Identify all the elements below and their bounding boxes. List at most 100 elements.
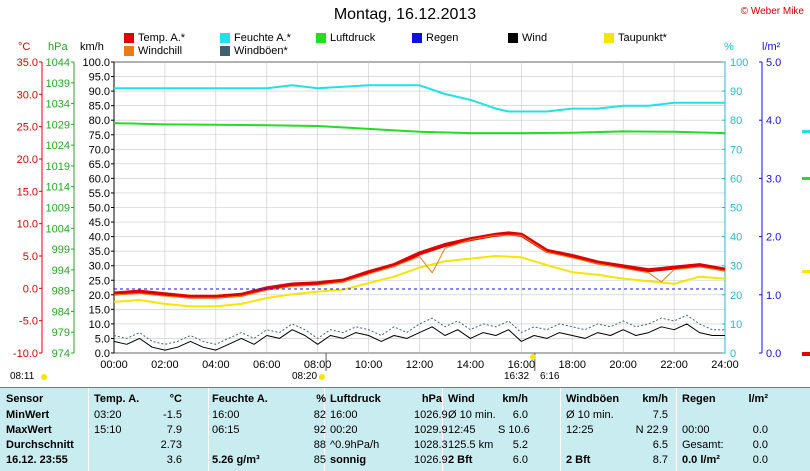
series-line bbox=[113, 323, 725, 351]
table-cell: Ø 10 min. bbox=[448, 409, 496, 421]
table-cell: 00:20 bbox=[330, 424, 358, 436]
humidity-tick-label: 0 bbox=[730, 348, 736, 360]
table-cell: Feuchte A. bbox=[212, 393, 268, 405]
sunset-label: 16:32 bbox=[504, 371, 530, 382]
humidity-tick-label: 80 bbox=[730, 115, 742, 127]
pressure-tick-label: 994 bbox=[52, 265, 70, 277]
pressure-tick-label: 1034 bbox=[46, 99, 70, 111]
pressure-tick-label: 974 bbox=[52, 348, 70, 360]
table-cell: 15:10 bbox=[94, 424, 122, 436]
table-cell: 88 bbox=[313, 439, 326, 451]
temp-tick-label: 5.0 bbox=[23, 251, 38, 263]
unit-humidity: % bbox=[724, 41, 734, 53]
table-cell: 06:15 bbox=[212, 424, 240, 436]
series-line bbox=[113, 314, 725, 345]
unit-temp: °C bbox=[18, 41, 31, 53]
legend-swatch bbox=[412, 33, 422, 43]
x-tick-label: 00:00 bbox=[100, 359, 128, 371]
table-cell: l/m² bbox=[748, 393, 768, 405]
unit-wind: km/h bbox=[80, 41, 104, 53]
x-tick-label: 20:00 bbox=[609, 359, 637, 371]
rain-tick-label: 4.0 bbox=[766, 115, 781, 127]
humidity-tick-label: 20 bbox=[730, 290, 742, 302]
temp-tick-label: 15.0 bbox=[17, 186, 38, 198]
table-cell: 5.2 bbox=[512, 439, 528, 451]
sun-icon bbox=[319, 374, 325, 380]
legend-item: Luftdruck bbox=[316, 32, 375, 44]
noon-label: 08:20 bbox=[292, 371, 318, 382]
table-cell: 7.5 bbox=[652, 409, 668, 421]
table-cell: 5.26 g/m³ bbox=[212, 454, 260, 466]
temp-tick-label: 30.0 bbox=[17, 89, 38, 101]
table-cell: 2 Bft bbox=[566, 454, 591, 466]
table-cell: 1026.9 bbox=[414, 454, 448, 466]
table-separator bbox=[560, 388, 561, 471]
humidity-tick-label: 10 bbox=[730, 319, 742, 331]
legend-swatch bbox=[124, 46, 134, 56]
pressure-tick-label: 1014 bbox=[46, 182, 70, 194]
table-separator bbox=[676, 388, 677, 471]
table-cell: Durchschnitt bbox=[6, 439, 74, 451]
table-separator bbox=[442, 388, 443, 471]
temp-tick-label: 0.0 bbox=[23, 283, 38, 295]
x-tick-label: 24:00 bbox=[711, 359, 739, 371]
pressure-tick-label: 1024 bbox=[46, 140, 70, 152]
unit-rain: l/m² bbox=[762, 41, 781, 53]
wind-tick-label: 75.0 bbox=[89, 130, 110, 142]
wind-tick-label: 10.0 bbox=[89, 319, 110, 331]
humidity-tick-label: 90 bbox=[730, 86, 742, 98]
temp-tick-label: -5.0 bbox=[19, 316, 38, 328]
table-cell: Sensor bbox=[6, 393, 44, 405]
wind-tick-label: 25.0 bbox=[89, 275, 110, 287]
table-cell: Gesamt: bbox=[682, 439, 724, 451]
rain-tick-label: 1.0 bbox=[766, 290, 781, 302]
humidity-tick-label: 30 bbox=[730, 261, 742, 273]
table-cell: 6.0 bbox=[512, 409, 528, 421]
table-cell: 1026.9 bbox=[414, 409, 448, 421]
temp-tick-label: 25.0 bbox=[17, 122, 38, 134]
rain-tick-label: 2.0 bbox=[766, 232, 781, 244]
legend-swatch bbox=[124, 33, 134, 43]
humidity-tick-label: 40 bbox=[730, 232, 742, 244]
wind-tick-label: 65.0 bbox=[89, 159, 110, 171]
pressure-tick-label: 984 bbox=[52, 306, 70, 318]
table-cell: 7.9 bbox=[166, 424, 182, 436]
legend-swatch bbox=[316, 33, 326, 43]
table-cell: Ø 10 min. bbox=[566, 409, 614, 421]
table-cell: sonnig bbox=[330, 454, 367, 466]
temp-tick-label: 10.0 bbox=[17, 219, 38, 231]
x-tick-label: 18:00 bbox=[558, 359, 586, 371]
chart: 00:00 02:00 04:00 06:00 08:00 10:00 12:00 14:00… bbox=[13, 57, 810, 380]
legend-swatch bbox=[220, 46, 230, 56]
legend-label: Wind bbox=[522, 32, 548, 44]
series-line bbox=[113, 255, 726, 308]
temp-tick-label: 35.0 bbox=[17, 57, 38, 69]
legend-label: Luftdruck bbox=[330, 32, 376, 44]
table-cell: 0.0 bbox=[752, 454, 768, 466]
rain-tick-label: 0.0 bbox=[766, 348, 781, 360]
unit-pressure: hPa bbox=[48, 41, 68, 53]
side-mark bbox=[802, 130, 810, 133]
legend-item: Regen bbox=[412, 32, 458, 44]
pressure-tick-label: 1029 bbox=[46, 119, 70, 131]
x-tick-label: 08:00 bbox=[304, 359, 332, 371]
legend-swatch bbox=[220, 33, 230, 43]
x-tick-label: 04:00 bbox=[202, 359, 230, 371]
table-cell: S 10.6 bbox=[498, 424, 530, 436]
humidity-tick-label: 50 bbox=[730, 203, 742, 215]
copyright: © Weber Mike bbox=[740, 6, 804, 17]
wind-tick-label: 95.0 bbox=[89, 72, 110, 84]
temp-tick-label: 20.0 bbox=[17, 154, 38, 166]
wind-tick-label: 80.0 bbox=[89, 115, 110, 127]
legend-item: Feuchte A.* bbox=[220, 32, 291, 44]
humidity-tick-label: 70 bbox=[730, 144, 742, 156]
wind-tick-label: 20.0 bbox=[89, 290, 110, 302]
table-cell: 85 bbox=[313, 454, 326, 466]
wind-tick-label: 5.0 bbox=[95, 333, 110, 345]
table-cell: 16.12. 23:55 bbox=[6, 454, 68, 466]
table-cell: MaxWert bbox=[6, 424, 52, 436]
x-tick-label: 16:00 bbox=[508, 359, 536, 371]
table-cell: Regen bbox=[682, 393, 716, 405]
temp-tick-label: -10.0 bbox=[13, 348, 38, 360]
sun-icon bbox=[41, 374, 47, 380]
